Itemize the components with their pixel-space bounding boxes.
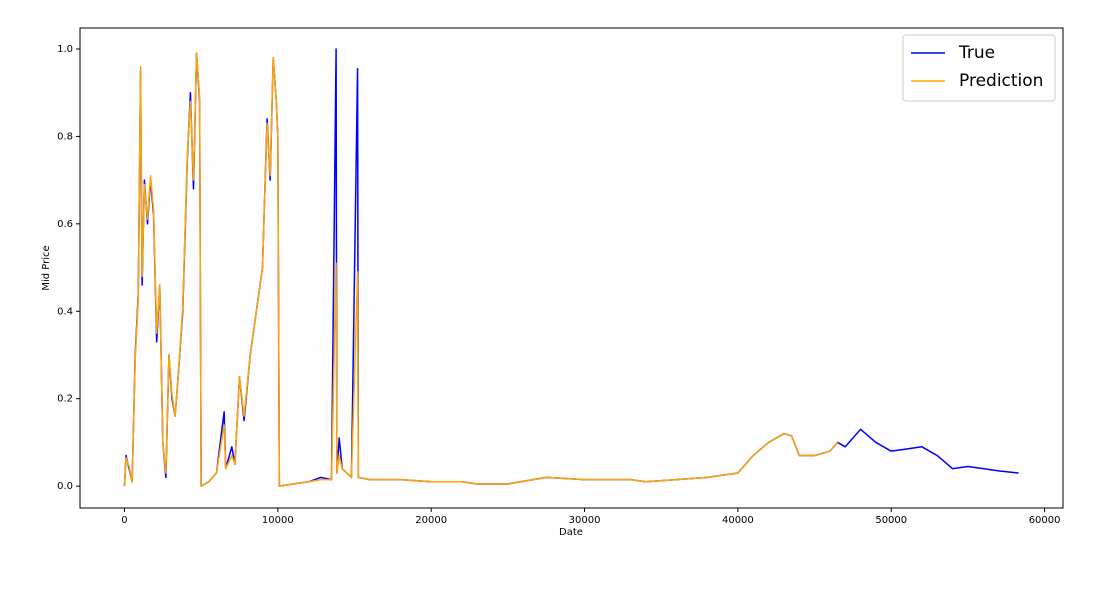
plot-area	[79, 27, 1064, 509]
x-tick-label: 10000	[262, 515, 294, 526]
y-tick-label: 0.8	[57, 131, 73, 142]
y-tick-label: 1.0	[57, 44, 73, 55]
y-tick-label: 0.2	[57, 394, 73, 405]
y-axis-label: Mid Price	[41, 245, 52, 290]
x-tick-label: 40000	[722, 515, 754, 526]
x-tick-label: 30000	[569, 515, 601, 526]
x-axis-label: Date	[559, 527, 583, 538]
x-tick-label: 20000	[415, 515, 447, 526]
legend-label: True	[958, 43, 995, 63]
y-tick-label: 0.6	[57, 219, 73, 230]
x-tick-label: 0	[121, 515, 127, 526]
x-tick-label: 60000	[1029, 515, 1061, 526]
y-tick-label: 0.0	[57, 481, 73, 492]
series-line	[123, 52, 839, 487]
x-tick-label: 50000	[875, 515, 907, 526]
legend-label: Prediction	[959, 71, 1043, 91]
legend-box	[902, 34, 1056, 102]
y-tick-label: 0.4	[57, 306, 73, 317]
